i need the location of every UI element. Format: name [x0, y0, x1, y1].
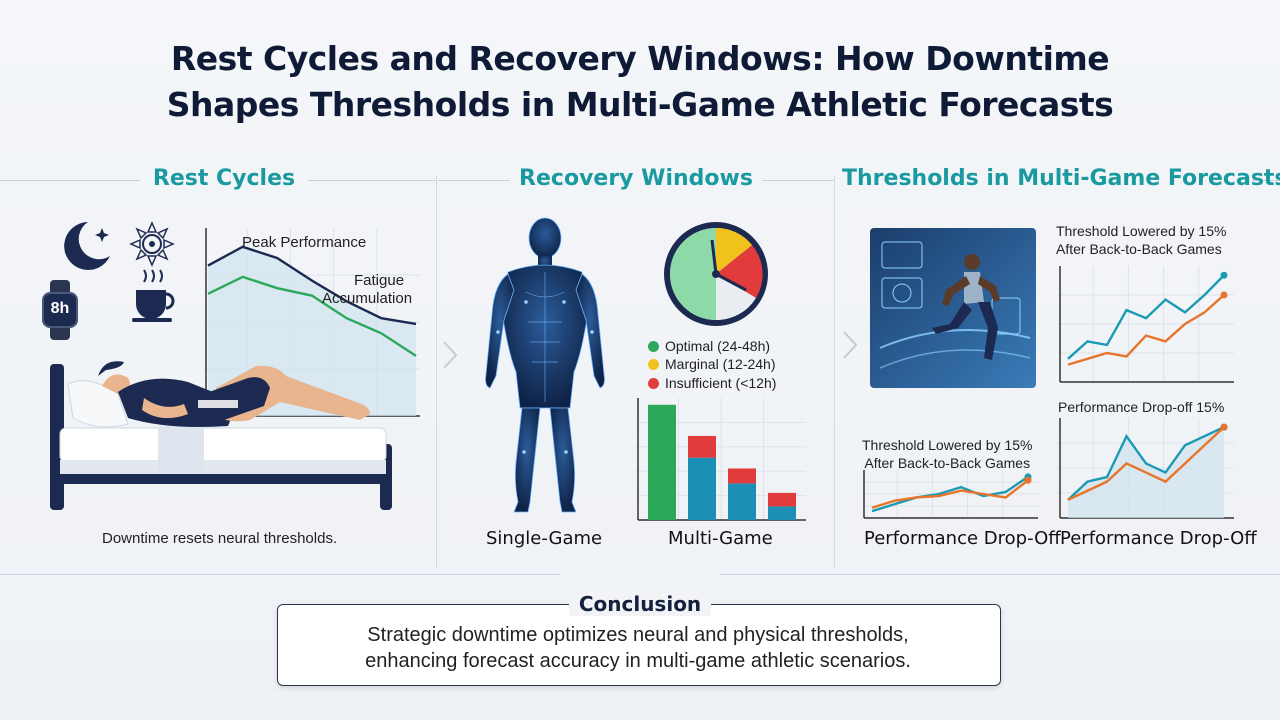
recovery-window-bars — [636, 398, 806, 521]
divider-thresholds-right — [1252, 180, 1280, 181]
bar — [688, 435, 716, 458]
threshold-mid-left-label-line-1: Threshold Lowered by 15% — [862, 437, 1033, 453]
accumulation-label: Accumulation — [322, 290, 413, 307]
legend-label-optimal: Optimal (24-48h) — [665, 338, 771, 354]
recovery-windows-heading: Recovery Windows — [519, 166, 753, 191]
threshold-top-right-label-line-2: After Back-to-Back Games — [1056, 241, 1222, 257]
conclusion-box — [277, 604, 1001, 686]
divider-recovery-left — [438, 180, 510, 181]
multi-game-label: Multi-Game — [668, 528, 773, 549]
legend-swatch-optimal — [648, 340, 659, 352]
threshold-top-right-chart — [1058, 266, 1234, 383]
divider-rest-right — [308, 180, 436, 181]
series-line — [871, 475, 1029, 513]
coffee-cup-icon — [132, 269, 175, 322]
legend-item-insufficient: Insufficient (<12h) — [648, 375, 776, 391]
bar — [728, 483, 756, 520]
watch-label: 8h — [50, 300, 70, 317]
bar — [768, 506, 796, 520]
performance-drop-off-left-label: Performance Drop-Off — [864, 528, 1061, 549]
moon-icon — [64, 222, 110, 270]
thresholds-heading: Thresholds in Multi-Game Forecasts — [842, 166, 1280, 191]
conclusion-title-text: Conclusion — [568, 592, 712, 616]
page-title: Rest Cycles and Recovery Windows: How Do… — [0, 36, 1280, 128]
sleeping-athlete-illustration — [50, 361, 392, 510]
chevron-right-icon — [443, 341, 458, 369]
conclusion-title: Conclusion — [0, 592, 1280, 616]
bar — [688, 457, 716, 520]
series-end-point — [1220, 291, 1228, 299]
legend-swatch-insufficient — [648, 377, 659, 389]
smartwatch-icon: 8h — [42, 280, 78, 340]
conclusion-line-2: enhancing forecast accuracy in multi-gam… — [365, 650, 911, 672]
clock-icon — [664, 222, 768, 326]
series-line — [1067, 274, 1225, 360]
threshold-mid-right-label: Performance Drop-off 15% — [1058, 399, 1225, 415]
conclusion-line-1: Strategic downtime optimizes neural and … — [367, 624, 909, 646]
legend-label-marginal: Marginal (12-24h) — [665, 356, 776, 372]
series-line — [207, 245, 417, 326]
bar — [728, 468, 756, 484]
conclusion-text: Strategic downtime optimizes neural and … — [277, 622, 999, 674]
series-line — [207, 275, 417, 357]
series-end-point — [1220, 423, 1228, 431]
series-line — [1067, 426, 1225, 501]
page-title-line-1: Rest Cycles and Recovery Windows: How Do… — [170, 39, 1110, 78]
threshold-mid-right-chart — [1058, 418, 1234, 519]
fatigue-label: Fatigue — [354, 272, 405, 289]
single-game-label: Single-Game — [486, 528, 603, 549]
series-end-point — [1024, 476, 1032, 484]
series-line — [1067, 426, 1225, 501]
legend-label-insufficient: Insufficient (<12h) — [665, 375, 777, 391]
divider-recovery-right — [762, 180, 834, 181]
series-end-point — [1220, 271, 1228, 279]
column-divider-1 — [436, 176, 437, 568]
legend-item-marginal: Marginal (12-24h) — [648, 356, 776, 372]
performance-drop-off-right-label: Performance Drop-Off — [1060, 528, 1257, 549]
human-body-anatomy-illustration — [485, 217, 605, 513]
threshold-mid-left-label: Threshold Lowered by 15% After Back-to-B… — [862, 436, 1032, 472]
series-line — [1067, 294, 1225, 366]
legend-item-optimal: Optimal (24-48h) — [648, 338, 770, 354]
divider-rest-left — [0, 180, 140, 181]
conclusion-divider-left — [0, 574, 560, 575]
series-line — [871, 479, 1029, 509]
threshold-top-right-label-line-1: Threshold Lowered by 15% — [1056, 223, 1227, 239]
bar — [768, 492, 796, 507]
rest-caption: Downtime resets neural thresholds. — [102, 530, 338, 547]
legend-swatch-marginal — [648, 358, 659, 370]
rest-cycles-heading: Rest Cycles — [152, 166, 296, 191]
threshold-top-right-label: Threshold Lowered by 15% After Back-to-B… — [1056, 222, 1226, 258]
page-title-line-2: Shapes Thresholds in Multi-Game Athletic… — [166, 85, 1114, 124]
sun-icon — [129, 221, 175, 267]
column-divider-2 — [834, 176, 835, 568]
conclusion-divider-right — [720, 574, 1280, 575]
threshold-mid-left-chart — [862, 470, 1038, 519]
peak-performance-label: Peak Performance — [242, 234, 367, 251]
runner-screen-illustration — [870, 228, 1036, 388]
chevron-right-icon — [843, 331, 858, 359]
threshold-mid-left-label-line-2: After Back-to-Back Games — [864, 455, 1031, 471]
bar — [648, 404, 676, 520]
